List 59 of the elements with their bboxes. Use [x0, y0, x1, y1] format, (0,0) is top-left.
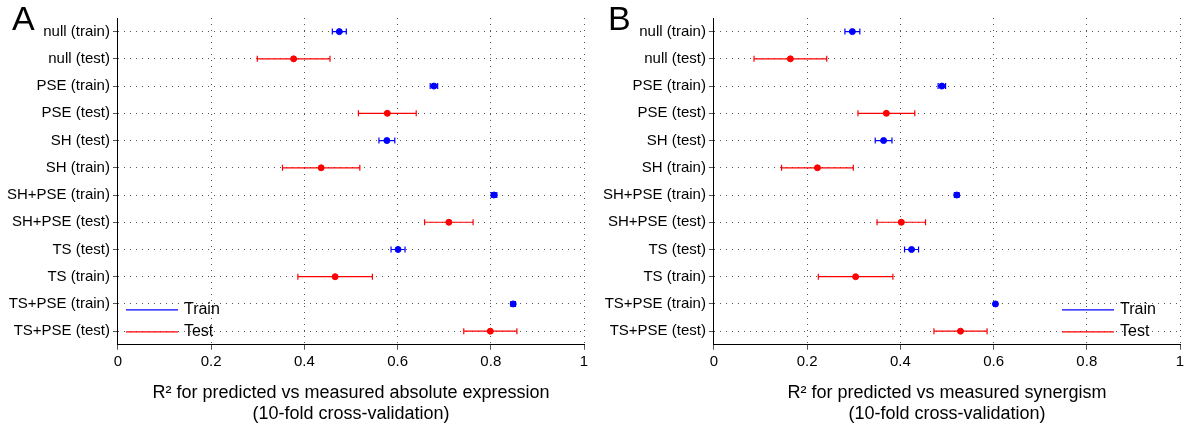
x-tick-label: 0: [709, 351, 719, 369]
y-tick-label: PSE (test): [637, 103, 706, 121]
point: [956, 327, 964, 335]
y-tick-label: null (train): [43, 21, 110, 39]
y-tick-label: TS+PSE (test): [609, 321, 706, 339]
x-tick-label: 0.2: [200, 351, 222, 369]
legend-label: Test: [183, 322, 214, 340]
point: [486, 327, 494, 335]
y-tick-label: TS+PSE (train): [604, 294, 706, 312]
y-tick-label: TS (test): [52, 239, 110, 257]
y-tick-label: PSE (train): [36, 76, 110, 94]
legend-label: Train: [1120, 300, 1156, 318]
point: [882, 109, 890, 117]
y-tick-label: TS+PSE (test): [13, 321, 110, 339]
x-tick-label: 0.4: [889, 351, 911, 369]
y-tick-label: TS (train): [47, 266, 110, 284]
text: A: [12, 0, 35, 38]
y-tick-label: SH (test): [50, 130, 110, 148]
y-tick-label: SH+PSE (test): [608, 212, 706, 230]
point: [852, 273, 860, 281]
point: [383, 137, 391, 145]
x-axis-title: R² for predicted vs measured synergism (10-fold cross-validation): [787, 381, 1107, 424]
y-tick-label: null (train): [639, 21, 706, 39]
text: B: [608, 0, 631, 38]
x-tick-label: 0.4: [293, 351, 315, 369]
legend-label: Train: [183, 300, 220, 318]
point: [335, 28, 343, 36]
x-tick-label: 0: [113, 351, 123, 369]
y-tick-label: SH (train): [45, 157, 110, 175]
x-tick-label: 0.8: [480, 351, 502, 369]
point: [445, 218, 453, 226]
y-tick-label: SH (train): [641, 157, 706, 175]
x-tick-label: 0.2: [796, 351, 818, 369]
y-tick-label: SH (test): [646, 130, 706, 148]
y-tick-label: SH+PSE (train): [603, 185, 706, 203]
y-tick-label: SH+PSE (test): [12, 212, 110, 230]
x-axis-title: R² for predicted vs measured absolute expression (10-fold cross-validation): [152, 381, 550, 424]
x-tick-label: 0.6: [387, 351, 409, 369]
y-tick-label: TS (train): [643, 266, 706, 284]
y-tick-label: null (test): [48, 48, 110, 66]
x-tick-label: 1: [579, 351, 589, 369]
x-tick-label: 1: [1175, 351, 1185, 369]
point: [848, 28, 856, 36]
point: [317, 164, 325, 172]
y-tick-label: PSE (test): [41, 103, 110, 121]
y-tick-label: PSE (train): [632, 76, 706, 94]
point: [880, 137, 888, 145]
y-tick-label: SH+PSE (train): [7, 185, 110, 203]
legend-label: Test: [1120, 322, 1150, 340]
point: [331, 273, 339, 281]
x-tick-label: 0.6: [983, 351, 1005, 369]
y-tick-label: TS+PSE (train): [8, 294, 110, 312]
point: [908, 245, 916, 253]
y-tick-label: null (test): [644, 48, 706, 66]
point: [383, 109, 391, 117]
point: [813, 164, 821, 172]
y-tick-label: TS (test): [648, 239, 706, 257]
x-tick-label: 0.8: [1076, 351, 1098, 369]
point: [897, 218, 905, 226]
